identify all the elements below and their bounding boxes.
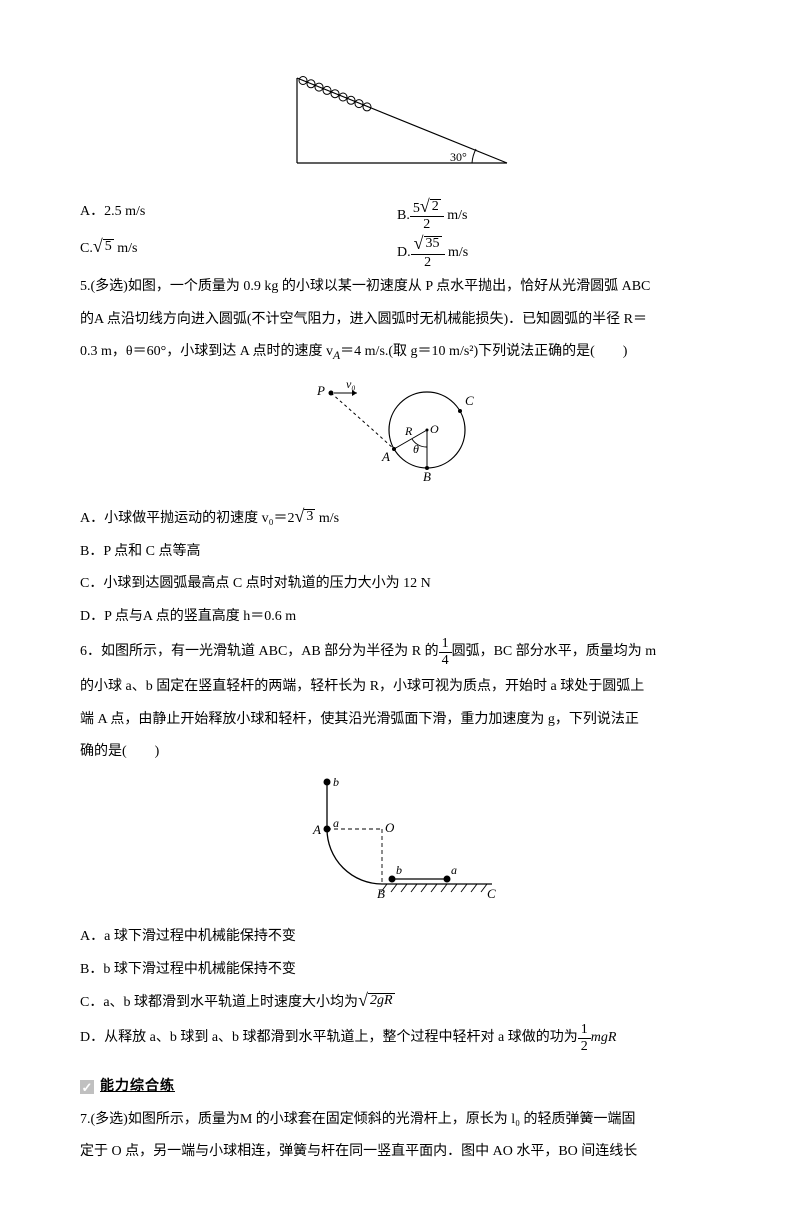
q6c-rad: 2gR <box>370 993 393 1008</box>
svg-text:b: b <box>333 775 339 789</box>
q4-b-unit: m/s <box>444 208 468 223</box>
svg-text:R: R <box>404 424 413 438</box>
q6d-b: mgR <box>591 1030 617 1045</box>
q4-d-unit: m/s <box>445 245 469 260</box>
q4-option-a: A．2.5 m/s <box>80 199 397 233</box>
section-header: ✓ 能力综合练 <box>80 1074 175 1101</box>
q4-a-label: A． <box>80 204 104 219</box>
q5-line3: 0.3 m，θ＝60°，小球到达 A 点时的速度 vA＝4 m/s.(取 g＝1… <box>80 339 714 367</box>
svg-text:C: C <box>465 393 474 408</box>
q7-line1: 7.(多选)如图所示，质量为M 的小球套在固定倾斜的光滑杆上，原长为 l₀ 的轻… <box>80 1107 714 1134</box>
q4-c-rad: 5 <box>103 239 114 254</box>
section-title: 能力综合练 <box>100 1074 175 1101</box>
svg-text:30°: 30° <box>450 150 467 164</box>
q5-l3b: ＝4 m/s.(取 g＝10 m/s²)下列说法正确的是( ) <box>340 344 627 359</box>
q6-option-c: C．a、b 球都滑到水平轨道上时速度大小均为√2gR <box>80 990 714 1017</box>
q6-fden: 4 <box>439 653 452 668</box>
q5-line2: 的A 点沿切线方向进入圆弧(不计空气阻力，进入圆弧时无机械能损失)．已知圆弧的半… <box>80 307 714 334</box>
q7-line2: 定于 O 点，另一端与小球相连，弹簧与杆在同一竖直平面内．图中 AO 水平，BO… <box>80 1139 714 1166</box>
svg-text:b: b <box>396 863 402 877</box>
q5-option-a: A．小球做平抛运动的初速度 v₀＝2√3 m/s <box>80 506 714 533</box>
q4-a-text: 2.5 m/s <box>104 204 145 219</box>
q6-l1b: 圆弧，BC 部分水平，质量均为 m <box>452 644 657 659</box>
q4-option-c: C.√5 m/s <box>80 236 397 270</box>
q5-option-c: C．小球到达圆弧最高点 C 点时对轨道的压力大小为 12 N <box>80 571 714 598</box>
q5-diagram: P v₀ A R O θ B C <box>287 375 507 485</box>
q6d-a: D．从释放 a、b 球到 a、b 球都滑到水平轨道上，整个过程中轻杆对 a 球做… <box>80 1030 578 1045</box>
q5-l3a: 0.3 m，θ＝60°，小球到达 A 点时的速度 v <box>80 344 333 359</box>
q4-b-rad: 2 <box>430 199 441 214</box>
triangle-diagram: 30° <box>267 68 527 178</box>
q6c-a: C．a、b 球都滑到水平轨道上时速度大小均为 <box>80 995 358 1010</box>
q6-line4: 确的是( ) <box>80 739 714 766</box>
q4-b-label: B. <box>397 208 410 223</box>
q4-option-b: B.5√22 m/s <box>397 199 714 233</box>
svg-text:P: P <box>316 383 325 398</box>
q4-b-coeff: 5 <box>413 201 420 216</box>
q4-figure: 30° <box>80 68 714 189</box>
svg-text:a: a <box>451 863 457 877</box>
q6-figure: O A a b b a B C <box>80 774 714 915</box>
svg-text:v₀: v₀ <box>346 377 356 391</box>
q6-line2: 的小球 a、b 固定在竖直轻杆的两端，轻杆长为 R，小球可视为质点，开始时 a … <box>80 674 714 701</box>
q6-fnum: 1 <box>439 636 452 652</box>
q4-option-row1: A．2.5 m/s B.5√22 m/s <box>80 199 714 233</box>
q4-b-den: 2 <box>410 217 444 232</box>
q5-line1: 5.(多选)如图，一个质量为 0.9 kg 的小球以某一初速度从 P 点水平抛出… <box>80 274 714 301</box>
q4-d-label: D. <box>397 245 411 260</box>
svg-text:θ: θ <box>413 442 419 456</box>
q6-l1a: 6．如图所示，有一光滑轨道 ABC，AB 部分为半径为 R 的 <box>80 644 439 659</box>
q5a-rad: 3 <box>304 509 315 524</box>
q5-figure: P v₀ A R O θ B C <box>80 375 714 496</box>
q6-diagram: O A a b b a B C <box>277 774 517 904</box>
check-icon: ✓ <box>80 1080 94 1094</box>
q6-option-d: D．从释放 a、b 球到 a、b 球都滑到水平轨道上，整个过程中轻杆对 a 球做… <box>80 1022 714 1054</box>
q5-option-b: B．P 点和 C 点等高 <box>80 539 714 566</box>
q6d-den: 2 <box>578 1039 591 1054</box>
svg-text:A: A <box>312 822 321 837</box>
q4-d-rad: 35 <box>424 236 442 251</box>
svg-text:O: O <box>430 422 439 436</box>
q6-line3: 端 A 点，由静止开始释放小球和轻杆，使其沿光滑弧面下滑，重力加速度为 g，下列… <box>80 707 714 734</box>
svg-text:A: A <box>381 449 390 464</box>
q4-option-row2: C.√5 m/s D.√352 m/s <box>80 236 714 270</box>
q4-option-d: D.√352 m/s <box>397 236 714 270</box>
q6-line1: 6．如图所示，有一光滑轨道 ABC，AB 部分为半径为 R 的14圆弧，BC 部… <box>80 636 714 668</box>
q5a-a: A．小球做平抛运动的初速度 v₀＝2 <box>80 511 295 526</box>
q6-option-b: B．b 球下滑过程中机械能保持不变 <box>80 957 714 984</box>
svg-text:B: B <box>377 886 385 901</box>
q5-option-d: D．P 点与A 点的竖直高度 h＝0.6 m <box>80 604 714 631</box>
q4-c-label: C. <box>80 241 93 256</box>
q4-d-den: 2 <box>411 255 445 270</box>
q6-option-a: A．a 球下滑过程中机械能保持不变 <box>80 924 714 951</box>
q6d-num: 1 <box>578 1022 591 1038</box>
svg-text:B: B <box>423 469 431 484</box>
svg-text:a: a <box>333 816 339 830</box>
q4-c-unit: m/s <box>114 241 138 256</box>
q5a-b: m/s <box>315 511 339 526</box>
svg-text:O: O <box>385 820 395 835</box>
svg-text:C: C <box>487 886 496 901</box>
